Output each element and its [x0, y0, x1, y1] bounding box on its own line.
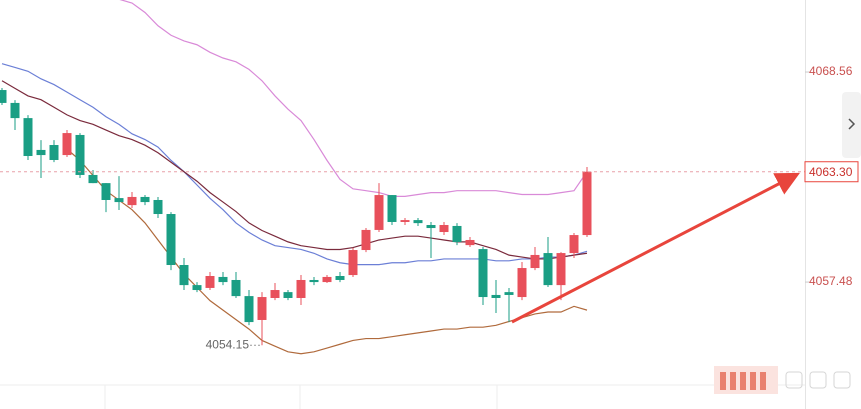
candle-body	[231, 279, 241, 297]
candle-body	[530, 254, 540, 269]
candle-body	[75, 134, 85, 175]
candle-body	[218, 276, 228, 283]
candle-body	[452, 225, 462, 243]
candle-body	[23, 118, 33, 157]
indicator-line	[66, 148, 588, 355]
toolbar-icon[interactable]	[809, 371, 827, 389]
chevron-icon	[848, 118, 856, 130]
toolbar-icon[interactable]	[833, 371, 851, 389]
candle-body	[400, 220, 410, 222]
candle-body	[491, 294, 501, 298]
candle-body	[270, 290, 280, 298]
candle-body	[166, 214, 176, 266]
candle-body	[153, 199, 163, 215]
candle-body	[309, 279, 319, 283]
candle-body	[283, 292, 293, 298]
candle-body	[348, 250, 358, 276]
toolbar-icons	[785, 371, 851, 389]
toolbar-icon[interactable]	[785, 371, 803, 389]
candle-body	[478, 249, 488, 298]
indicator-line	[1, 63, 588, 266]
logo-stripe	[720, 372, 726, 390]
candle-body	[413, 220, 423, 224]
low-label: 4054.15	[206, 337, 250, 351]
candle-body	[244, 296, 254, 323]
candle-body	[543, 253, 553, 286]
last-price-label: 4063.30	[809, 165, 853, 179]
candle-body	[127, 196, 137, 206]
candle-body	[257, 297, 267, 320]
logo-stripe	[730, 372, 736, 390]
side-panel-button[interactable]	[842, 92, 861, 158]
candle-body	[88, 174, 98, 184]
candle-body	[192, 285, 202, 291]
candle-body	[335, 276, 345, 280]
candle-body	[36, 149, 46, 156]
candle-body	[296, 279, 306, 298]
candle-body	[569, 235, 579, 254]
candle-body	[322, 276, 332, 283]
candle-body	[374, 195, 384, 230]
candle-body	[504, 292, 514, 295]
candle-body	[465, 239, 475, 246]
candle-body	[439, 225, 449, 233]
candle-body	[387, 195, 397, 222]
annotation-arrow	[511, 172, 800, 324]
candle-body	[101, 183, 111, 200]
candle-body	[62, 133, 72, 156]
watermark-logo	[714, 366, 778, 394]
logo-stripe	[740, 372, 746, 390]
candle-body	[114, 198, 124, 203]
logo-stripe	[760, 372, 766, 390]
candle-body	[426, 225, 436, 229]
candle-body	[49, 145, 59, 160]
indicator-line	[119, 0, 588, 197]
last-price-box	[804, 161, 859, 183]
candle-body	[517, 268, 527, 298]
logo-stripe	[750, 372, 756, 390]
candle-body	[361, 229, 371, 251]
indicator-line	[1, 80, 588, 260]
y-tick-label: 4057.48	[809, 274, 853, 288]
plot-area	[0, 0, 592, 355]
candle-body	[179, 265, 189, 286]
candle-body	[205, 276, 215, 288]
candle-body	[582, 171, 592, 236]
y-tick-label: 4068.56	[809, 64, 853, 78]
candle-body	[556, 253, 566, 286]
candle-body	[140, 196, 150, 203]
candle-body	[0, 90, 7, 103]
candle-body	[10, 102, 20, 119]
